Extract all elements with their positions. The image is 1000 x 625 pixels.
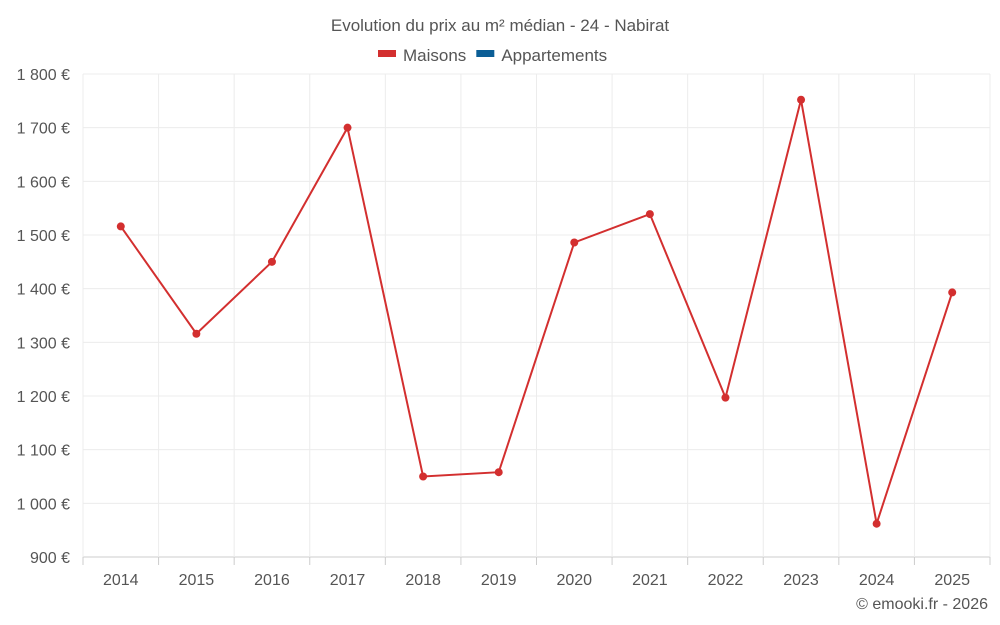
legend-swatch — [476, 50, 495, 57]
y-tick-label: 1 200 € — [17, 389, 70, 406]
legend-label: Maisons — [403, 46, 466, 65]
y-tick-label: 1 600 € — [17, 174, 70, 191]
y-tick-label: 1 000 € — [17, 496, 70, 513]
data-point[interactable] — [267, 257, 276, 266]
x-tick-label: 2015 — [179, 572, 215, 589]
data-point[interactable] — [948, 288, 957, 297]
legend[interactable]: Maisons Appartements — [378, 46, 607, 65]
x-tick-label: 2020 — [556, 572, 592, 589]
x-tick-label: 2019 — [481, 572, 517, 589]
data-point[interactable] — [343, 123, 352, 132]
data-point[interactable] — [494, 468, 503, 477]
x-tick-label: 2016 — [254, 572, 290, 589]
data-point[interactable] — [419, 472, 428, 481]
y-tick-label: 1 300 € — [17, 335, 70, 352]
x-tick-label: 2014 — [103, 572, 139, 589]
legend-label: Appartements — [501, 46, 607, 65]
data-point[interactable] — [192, 329, 201, 338]
data-point[interactable] — [570, 238, 579, 247]
x-tick-label: 2023 — [783, 572, 819, 589]
credit-text: © emooki.fr - 2026 — [856, 596, 988, 613]
x-tick-label: 2024 — [859, 572, 895, 589]
y-tick-label: 900 € — [30, 550, 70, 567]
legend-item-appartements[interactable]: Appartements — [476, 46, 607, 65]
x-tick-label: 2025 — [934, 572, 970, 589]
y-tick-label: 1 700 € — [17, 121, 70, 138]
y-tick-label: 1 400 € — [17, 282, 70, 299]
data-point[interactable] — [645, 210, 654, 219]
data-point[interactable] — [721, 393, 730, 402]
y-tick-label: 1 500 € — [17, 228, 70, 245]
y-tick-label: 1 100 € — [17, 443, 70, 460]
y-tick-label: 1 800 € — [17, 67, 70, 84]
grid — [82, 73, 991, 558]
x-tick-label: 2017 — [330, 572, 366, 589]
x-tick-label: 2022 — [708, 572, 744, 589]
data-point[interactable] — [797, 95, 806, 104]
series — [116, 95, 957, 528]
data-point[interactable] — [116, 222, 125, 231]
series-line-maisons — [119, 99, 954, 525]
x-tick-label: 2021 — [632, 572, 668, 589]
legend-swatch — [378, 50, 396, 57]
axes: 900 € 1 000 € 1 100 € 1 200 € 1 300 € 1 400 €… — [17, 67, 991, 589]
legend-item-maisons[interactable]: Maisons — [378, 46, 466, 65]
chart-title: Evolution du prix au m² médian - 24 - Na… — [331, 16, 670, 35]
x-tick-label: 2018 — [405, 572, 441, 589]
data-point[interactable] — [872, 519, 881, 528]
